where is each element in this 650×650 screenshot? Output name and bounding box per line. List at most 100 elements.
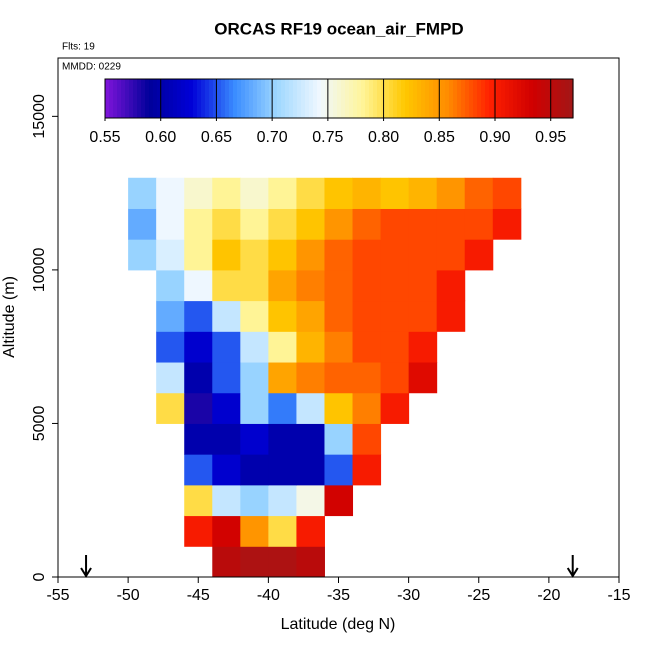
colorbar-swatch — [289, 79, 294, 118]
colorbar-swatch — [241, 79, 246, 118]
heat-cell — [240, 331, 269, 363]
heat-cell — [492, 208, 522, 240]
heat-cell — [352, 454, 382, 486]
arrow — [566, 555, 579, 578]
heat-cell — [436, 177, 466, 209]
heat-cell — [464, 208, 494, 240]
colorbar-tick-label: 0.75 — [312, 129, 343, 146]
heat-cell — [380, 331, 410, 363]
colorbar-swatch — [177, 79, 182, 118]
heat-cell — [324, 269, 354, 302]
heat-cell — [408, 239, 438, 271]
colorbar-swatch — [281, 79, 286, 118]
heat-cell — [324, 484, 354, 517]
colorbar-swatch — [509, 79, 514, 118]
colorbar-swatch — [229, 79, 234, 118]
heat-cell — [212, 177, 241, 209]
colorbar-swatch — [305, 79, 310, 118]
heat-cell — [184, 239, 213, 271]
colorbar-swatch — [537, 79, 542, 118]
heat-cell — [324, 392, 354, 424]
colorbar-swatch — [321, 79, 326, 118]
heat-cell — [240, 208, 269, 240]
y-tick-label: 15000 — [31, 94, 48, 139]
colorbar-swatch — [489, 79, 494, 118]
colorbar-swatch — [385, 79, 390, 118]
heat-cell — [408, 362, 438, 394]
colorbar-swatch — [541, 79, 546, 118]
colorbar-frame — [104, 78, 574, 119]
x-tick-label: -15 — [607, 587, 630, 604]
colorbar-swatch — [505, 79, 510, 118]
heat-cell — [240, 239, 269, 271]
colorbar-tick-label: 0.80 — [368, 129, 399, 146]
colorbar-swatch — [445, 79, 450, 118]
annotation: MMDD: 0229 — [62, 62, 121, 73]
heat-cell — [436, 208, 466, 240]
heat-cell — [240, 423, 269, 455]
colorbar-swatch — [357, 79, 362, 118]
colorbar-swatch — [353, 79, 358, 118]
heat-cell — [268, 331, 297, 363]
colorbar-swatch — [329, 79, 334, 118]
heat-cell — [352, 423, 382, 455]
y-tick-label: 5000 — [31, 406, 48, 442]
colorbar-swatch — [481, 79, 486, 118]
colorbar-swatch — [153, 79, 158, 118]
heat-cell — [464, 239, 494, 271]
heat-cell — [240, 546, 269, 578]
heat-cell — [268, 515, 297, 547]
heat-cell — [268, 484, 297, 517]
heat-cell — [408, 208, 438, 240]
colorbar-swatch — [269, 79, 274, 118]
heat-cell — [296, 484, 325, 517]
arrow — [80, 555, 92, 578]
heat-cell — [296, 454, 325, 486]
colorbar-swatch — [181, 79, 186, 118]
heat-cell — [184, 177, 213, 209]
heat-cell — [184, 515, 213, 547]
y-axis-label: Altitude (m) — [1, 276, 18, 358]
heat-cell — [184, 269, 213, 302]
colorbar-swatch — [169, 79, 174, 118]
heat-cell — [492, 177, 522, 209]
heat-cell — [380, 208, 410, 240]
heat-cell — [156, 331, 185, 363]
colorbar-swatch — [145, 79, 150, 118]
colorbar-swatch — [457, 79, 462, 118]
x-tick-label: -35 — [327, 587, 350, 604]
heat-cell — [212, 423, 241, 455]
colorbar-swatch — [529, 79, 534, 118]
colorbar-tick-label: 0.85 — [424, 129, 455, 146]
colorbar-tick-label: 0.95 — [535, 129, 566, 146]
heat-cell — [324, 423, 354, 455]
colorbar-swatch — [373, 79, 378, 118]
colorbar-swatch — [425, 79, 430, 118]
heat-cell — [184, 331, 213, 363]
heat-cell — [408, 269, 438, 302]
heat-cell — [184, 484, 213, 517]
colorbar-swatch — [137, 79, 142, 118]
colorbar-swatch — [193, 79, 198, 118]
colorbar-swatch — [337, 79, 342, 118]
colorbar-swatch — [317, 79, 322, 118]
heat-cell — [212, 300, 241, 332]
colorbar-swatch — [285, 79, 290, 118]
colorbar-swatch — [429, 79, 434, 118]
x-tick-label: -50 — [117, 587, 140, 604]
colorbar-swatch — [249, 79, 254, 118]
heat-cell — [128, 177, 157, 209]
heat-cell — [156, 362, 185, 394]
colorbar-swatch — [325, 79, 330, 118]
heat-cell — [296, 515, 325, 547]
heat-cell — [240, 269, 269, 302]
colorbar-swatch — [405, 79, 410, 118]
heat-cell — [212, 362, 241, 394]
colorbar-swatch — [109, 79, 114, 118]
heat-cell — [296, 239, 325, 271]
colorbar-swatch — [449, 79, 454, 118]
colorbar-swatch — [345, 79, 350, 118]
heat-cell — [184, 208, 213, 240]
colorbar-tick-label: 0.90 — [479, 129, 510, 146]
heat-cell — [156, 177, 185, 209]
